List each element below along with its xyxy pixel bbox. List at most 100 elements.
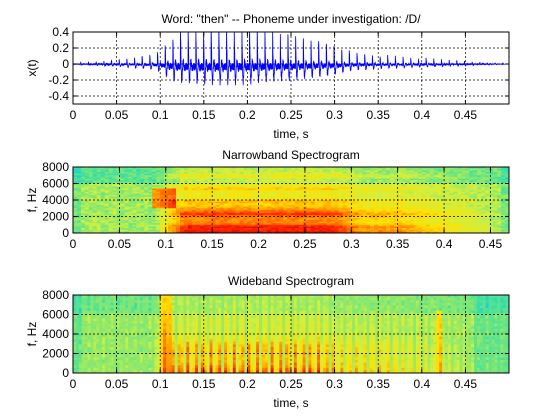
spectrogram-cell <box>207 223 213 226</box>
spectrogram-cell <box>417 213 423 216</box>
spectrogram-cell <box>374 208 379 211</box>
spectrogram-cell <box>362 216 367 219</box>
spectrogram-cell <box>342 167 348 170</box>
spectrogram-cell <box>370 196 375 199</box>
spectrogram-cell <box>413 191 419 194</box>
spectrogram-cell <box>73 302 77 306</box>
spectrogram-cell <box>350 216 356 219</box>
spectrogram-cell <box>81 354 86 358</box>
spectrogram-cell <box>207 181 213 185</box>
spectrogram-cell <box>120 216 126 219</box>
spectrogram-cell <box>433 167 439 170</box>
spectrogram-cell <box>326 218 332 221</box>
spectrogram-cell <box>199 186 205 190</box>
spectrogram-cell <box>144 209 149 213</box>
spectrogram-cell <box>298 185 304 188</box>
spectrogram-cell <box>271 185 276 188</box>
spectrogram-cell <box>215 224 221 227</box>
spectrogram-cell <box>469 223 474 226</box>
spectrogram-cell <box>180 186 185 190</box>
spectrogram-cell <box>413 173 419 176</box>
spectrogram-cell <box>493 180 498 183</box>
spectrogram-cell <box>73 226 78 229</box>
spectrogram-cell <box>199 216 205 219</box>
spectrogram-cell <box>128 218 134 221</box>
spectrogram-cell <box>378 213 383 216</box>
spectrogram-cell <box>279 216 284 219</box>
spectrogram-cell <box>457 178 463 181</box>
spectrogram-cell <box>413 228 419 231</box>
spectrogram-cell <box>394 188 399 191</box>
spectrogram-cell <box>453 219 459 223</box>
spectrogram-cell <box>136 204 141 208</box>
spectrogram-cell <box>124 168 130 171</box>
spectrogram-cell <box>338 168 344 171</box>
spectrogram-cell <box>405 195 411 198</box>
spectrogram-cell <box>263 231 268 233</box>
spectrogram-cell <box>409 223 415 226</box>
spectrogram-cell <box>156 185 161 188</box>
spectrogram-cell <box>275 195 280 198</box>
spectrogram-cell <box>306 196 312 199</box>
spectrogram-cell <box>75 357 80 361</box>
spectrogram-cell <box>390 206 395 209</box>
spectrogram-cell <box>96 188 102 191</box>
spectrogram-cell <box>465 198 470 201</box>
spectrogram-cell <box>505 218 509 221</box>
spectrogram-cell <box>144 214 149 218</box>
spectrogram-cell <box>255 203 260 206</box>
spectrogram-cell <box>211 221 217 224</box>
spectrogram-cell <box>409 231 415 233</box>
spectrogram-cell <box>99 360 103 364</box>
spectrogram-cell <box>401 214 407 218</box>
spectrogram-cell <box>366 219 371 223</box>
spectrogram-cell <box>417 183 423 186</box>
spectrogram-cell <box>108 204 114 208</box>
spectrogram-cell <box>421 206 427 209</box>
spectrogram-cell <box>164 183 169 186</box>
spectrogram-cell <box>287 226 292 229</box>
spectrogram-cell <box>310 181 316 185</box>
spectrogram-cell <box>481 178 486 181</box>
spectrogram-cell <box>489 173 494 176</box>
spectrogram-cell <box>156 219 161 223</box>
spectrogram-cell <box>156 226 161 229</box>
spectrogram-cell <box>358 216 363 219</box>
spectrogram-cell <box>334 185 340 188</box>
spectrogram-cell <box>374 213 379 216</box>
spectrogram-cell <box>227 188 233 191</box>
spectrogram-cell <box>128 186 134 190</box>
spectrogram-cell <box>461 188 466 191</box>
spectrogram-cell <box>505 201 509 204</box>
spectrogram-cell <box>112 216 118 219</box>
spectrogram-cell <box>350 186 356 190</box>
spectrogram-cell <box>386 206 391 209</box>
spectrogram-cell <box>108 193 114 196</box>
spectrogram-cell <box>429 204 435 208</box>
spectrogram-cell <box>73 214 78 218</box>
spectrogram-cell <box>445 223 451 226</box>
spectrogram-cell <box>108 185 114 188</box>
spectrogram-cell <box>191 171 197 175</box>
spectrogram-cell <box>358 188 363 191</box>
spectrogram-cell <box>382 188 387 191</box>
spectrogram-cell <box>390 193 395 196</box>
spectrogram-cell <box>247 171 252 175</box>
spectrogram-cell <box>140 176 145 180</box>
spectrogram-cell <box>148 168 153 171</box>
spectrogram-cell <box>322 171 328 175</box>
spectrogram-cell <box>75 318 80 322</box>
spectrogram-cell <box>164 219 169 223</box>
spectrogram-cell <box>219 226 225 229</box>
spectrogram-cell <box>180 224 185 227</box>
spectrogram-cell <box>338 195 344 198</box>
spectrogram-cell <box>96 185 102 188</box>
spectrogram-cell <box>378 218 383 221</box>
spectrogram-cell <box>405 178 411 181</box>
spectrogram-cell <box>255 214 260 218</box>
spectrogram-cell <box>156 170 161 173</box>
spectrogram-cell <box>322 231 328 233</box>
spectrogram-cell <box>112 231 118 233</box>
spectrogram-cell <box>100 185 106 188</box>
spectrogram-cell <box>96 216 102 219</box>
